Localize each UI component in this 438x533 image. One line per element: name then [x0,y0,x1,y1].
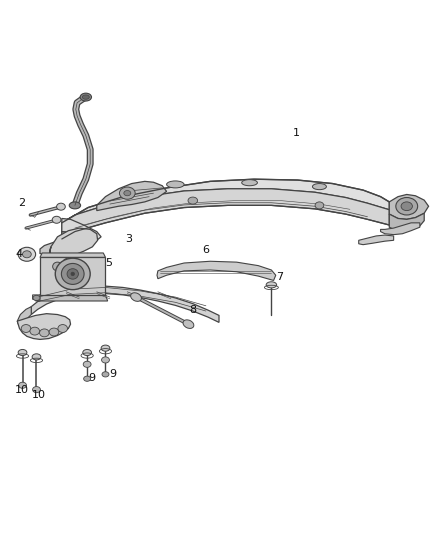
Polygon shape [157,261,276,280]
Ellipse shape [82,95,89,99]
Ellipse shape [33,295,40,301]
Ellipse shape [18,382,26,389]
Polygon shape [389,213,424,231]
Text: 2: 2 [18,198,25,208]
Ellipse shape [131,293,141,301]
Ellipse shape [61,263,84,285]
Ellipse shape [83,350,92,356]
Text: 8: 8 [189,305,196,315]
Ellipse shape [183,320,194,328]
Ellipse shape [39,329,49,337]
Text: 9: 9 [109,368,116,378]
Ellipse shape [22,251,31,258]
Ellipse shape [102,372,109,377]
Ellipse shape [21,325,31,333]
Polygon shape [40,253,106,257]
Polygon shape [389,195,428,220]
Polygon shape [31,286,219,322]
Ellipse shape [80,93,92,101]
Ellipse shape [58,325,67,333]
Ellipse shape [63,258,74,268]
Ellipse shape [166,181,184,188]
Ellipse shape [83,361,91,367]
Ellipse shape [71,272,74,276]
Polygon shape [17,306,31,324]
Ellipse shape [102,357,110,363]
Polygon shape [49,247,67,275]
Ellipse shape [188,197,198,204]
Ellipse shape [30,327,39,335]
Ellipse shape [32,386,40,393]
Polygon shape [35,295,108,301]
Text: 10: 10 [15,385,29,395]
Ellipse shape [124,190,131,196]
Text: 7: 7 [276,272,283,282]
Ellipse shape [49,328,59,336]
Text: 1: 1 [293,128,300,139]
Ellipse shape [266,282,277,288]
Ellipse shape [53,262,62,271]
Ellipse shape [84,376,91,381]
Ellipse shape [396,198,418,215]
Text: 6: 6 [202,245,209,255]
Polygon shape [62,189,389,239]
Ellipse shape [401,202,413,211]
Polygon shape [49,228,98,257]
Polygon shape [40,231,88,259]
Ellipse shape [101,345,110,351]
Ellipse shape [18,247,35,261]
Ellipse shape [52,216,61,223]
Ellipse shape [242,180,258,185]
Text: 3: 3 [125,235,132,245]
Polygon shape [32,295,40,301]
Polygon shape [97,181,166,211]
Ellipse shape [69,202,81,209]
Polygon shape [381,223,420,235]
Ellipse shape [32,354,41,360]
Ellipse shape [18,350,27,356]
Polygon shape [17,313,71,340]
Ellipse shape [67,269,78,279]
Text: 9: 9 [88,373,95,383]
Text: 4: 4 [15,249,22,259]
Text: 5: 5 [106,259,113,269]
Polygon shape [40,257,106,295]
Polygon shape [62,219,101,243]
Ellipse shape [55,258,90,289]
Ellipse shape [120,187,135,199]
Ellipse shape [312,183,326,190]
Ellipse shape [315,202,324,209]
Polygon shape [359,235,394,245]
Polygon shape [62,179,389,223]
Text: 10: 10 [32,390,46,400]
Ellipse shape [57,203,65,210]
